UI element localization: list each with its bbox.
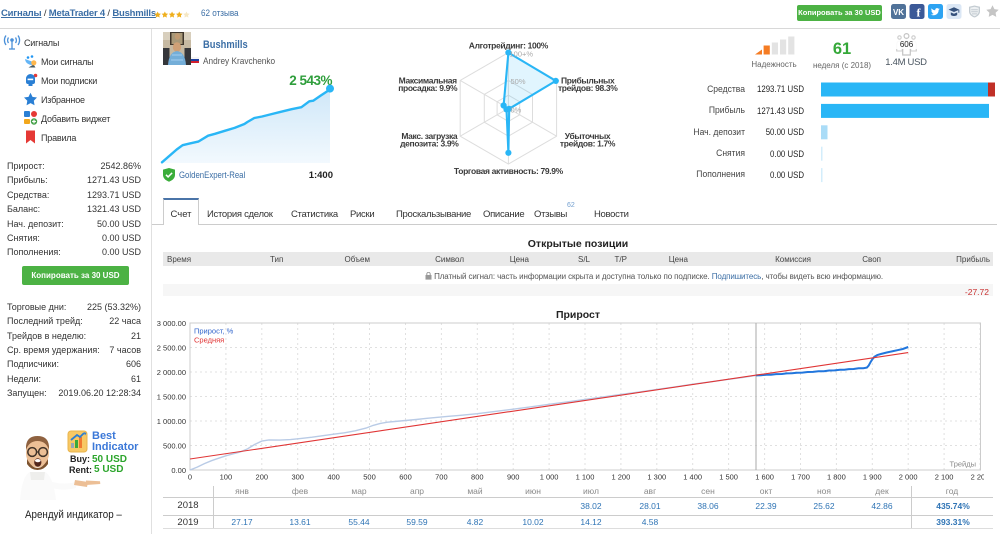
svg-text:трейдов: 1.7%: трейдов: 1.7% <box>560 139 616 149</box>
svg-text:просадка: 9.9%: просадка: 9.9% <box>398 83 458 93</box>
svg-text:Средняя: Средняя <box>194 336 224 345</box>
svg-text:2 500.00: 2 500.00 <box>157 343 186 352</box>
svg-text:1 000: 1 000 <box>540 473 559 482</box>
svg-text:50%: 50% <box>511 77 526 86</box>
svg-text:Прирост, %: Прирост, % <box>194 327 234 336</box>
svg-text:1 500: 1 500 <box>719 473 738 482</box>
svg-text:900: 900 <box>507 473 520 482</box>
svg-text:400: 400 <box>327 473 340 482</box>
svg-text:Прибыльных: Прибыльных <box>561 76 615 86</box>
svg-text:2 100: 2 100 <box>935 473 954 482</box>
svg-text:Макс. загрузка: Макс. загрузка <box>401 131 458 141</box>
svg-text:1 800: 1 800 <box>827 473 846 482</box>
svg-text:2 200: 2 200 <box>971 473 984 482</box>
svg-text:1 700: 1 700 <box>791 473 810 482</box>
svg-text:600: 600 <box>399 473 412 482</box>
svg-text:200: 200 <box>256 473 269 482</box>
svg-text:Убыточных: Убыточных <box>565 131 611 141</box>
svg-text:VK: VK <box>893 8 904 17</box>
svg-text:300: 300 <box>291 473 304 482</box>
svg-text:100+%: 100+% <box>510 50 534 59</box>
svg-text:700: 700 <box>435 473 448 482</box>
svg-text:Трейды: Трейды <box>950 460 976 469</box>
svg-text:500: 500 <box>363 473 376 482</box>
svg-text:1 100: 1 100 <box>576 473 595 482</box>
svg-text:500.00: 500.00 <box>163 441 186 450</box>
svg-text:0.00: 0.00 <box>171 466 186 475</box>
svg-text:1 300: 1 300 <box>647 473 666 482</box>
svg-text:0: 0 <box>188 473 192 482</box>
svg-text:1 900: 1 900 <box>863 473 882 482</box>
svg-text:Торговая активность: 79.9%: Торговая активность: 79.9% <box>454 166 564 176</box>
svg-text:2 000.00: 2 000.00 <box>157 368 186 377</box>
svg-text:депозита: 3.9%: депозита: 3.9% <box>400 139 459 149</box>
svg-text:0%: 0% <box>511 106 522 115</box>
svg-text:Максимальная: Максимальная <box>399 76 458 86</box>
svg-text:1 000.00: 1 000.00 <box>157 417 186 426</box>
svg-text:Алготрейдинг: 100%: Алготрейдинг: 100% <box>469 41 549 51</box>
svg-text:1 200: 1 200 <box>612 473 631 482</box>
svg-text:1 600: 1 600 <box>755 473 774 482</box>
svg-text:1 500.00: 1 500.00 <box>157 392 186 401</box>
svg-text:f: f <box>917 6 922 20</box>
svg-text:трейдов: 98.3%: трейдов: 98.3% <box>558 83 618 93</box>
svg-text:100: 100 <box>220 473 233 482</box>
svg-text:3 000.00: 3 000.00 <box>157 319 186 328</box>
svg-text:2 000: 2 000 <box>899 473 918 482</box>
svg-text:1 400: 1 400 <box>683 473 702 482</box>
svg-text:800: 800 <box>471 473 484 482</box>
